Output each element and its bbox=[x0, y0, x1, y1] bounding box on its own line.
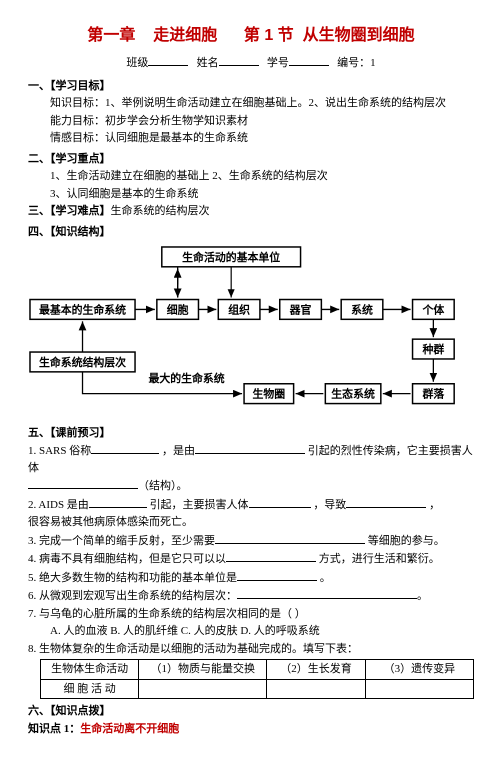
q2a: 2. AIDS 是由 bbox=[28, 499, 89, 511]
q1b: ，是由 bbox=[162, 445, 195, 457]
d-organ: 器官 bbox=[289, 302, 312, 316]
q2-blank2 bbox=[249, 496, 311, 508]
s6-h: 六、【知识点拨】 bbox=[28, 703, 474, 720]
sno-blank bbox=[289, 54, 329, 66]
serial-label: 编号： bbox=[337, 57, 370, 69]
section: 第 1 节 bbox=[244, 27, 294, 44]
kp-text: 生命活动离不开细胞 bbox=[80, 723, 179, 735]
q4b: 方式，进行生活和繁衍。 bbox=[319, 553, 440, 565]
d-bot-label: 最大的生命系统 bbox=[148, 371, 224, 385]
sno-label: 学号 bbox=[267, 57, 289, 69]
page-title: 第一章 走进细胞 第 1 节 从生物圈到细胞 bbox=[28, 24, 474, 48]
q6a: 6. 从微观到宏观写出生命系统的结构层次： bbox=[28, 590, 237, 602]
cell: 细 胞 活 动 bbox=[41, 679, 139, 699]
serial: 1 bbox=[370, 57, 376, 69]
q3-blank bbox=[215, 532, 365, 544]
q4a: 4. 病毒不具有细胞结构，但是它只可以以 bbox=[28, 553, 226, 565]
s4-h: 四、【知识结构】 bbox=[28, 224, 474, 241]
q7-opts: A. 人的血液 B. 人的肌纤维 C. 人的皮肤 D. 人的呼吸系统 bbox=[50, 623, 474, 640]
s1-l2: 能力目标：初步学会分析生物学知识素材 bbox=[50, 113, 474, 130]
d-tissue: 组织 bbox=[228, 302, 250, 316]
q1a: 1. SARS 俗称 bbox=[28, 445, 91, 457]
d-lb: 生命系统结构层次 bbox=[39, 355, 126, 369]
q1-blank1 bbox=[91, 442, 159, 454]
q3a: 3. 完成一个简单的缩手反射，至少需要 bbox=[28, 535, 215, 547]
d-lt: 最基本的生命系统 bbox=[39, 302, 126, 316]
q6-blank bbox=[237, 587, 417, 599]
info-line: 班级 姓名 学号 编号：1 bbox=[28, 54, 474, 72]
d-system: 系统 bbox=[351, 302, 373, 316]
d-eco: 生态系统 bbox=[331, 387, 375, 401]
q5: 5. 绝大多数生物的结构和功能的基本单位是 。 bbox=[28, 569, 474, 587]
q2-2: 很容易被其他病原体感染而死亡。 bbox=[28, 514, 474, 531]
s3-h: 三、【学习难点】 bbox=[28, 205, 111, 217]
s5-h: 五、【课前预习】 bbox=[28, 425, 474, 442]
q1: 1. SARS 俗称 ，是由 引起的烈性传染病，它主要损害人体 bbox=[28, 442, 474, 476]
s1-h: 一、【学习目标】 bbox=[28, 78, 474, 95]
q2-blank3 bbox=[346, 496, 426, 508]
s2-l2: 3、认同细胞是基本的生命系统 bbox=[50, 186, 474, 203]
q7: 7. 与乌龟的心脏所属的生命系统的结构层次相同的是（ ） bbox=[28, 606, 474, 623]
cell: 生物体生命活动 bbox=[41, 660, 139, 680]
q6: 6. 从微观到宏观写出生命系统的结构层次：。 bbox=[28, 587, 474, 605]
s3-line: 三、【学习难点】生命系统的结构层次 bbox=[28, 203, 474, 220]
kp-label: 知识点 1： bbox=[28, 723, 80, 735]
activity-table: 生物体生命活动 （1）物质与能量交换 （2）生长发育 （3）遗传变异 细 胞 活… bbox=[40, 659, 474, 699]
s1-l3: 情感目标：认同细胞是最基本的生命系统 bbox=[50, 130, 474, 147]
q2d: ， bbox=[429, 499, 440, 511]
table-row: 生物体生命活动 （1）物质与能量交换 （2）生长发育 （3）遗传变异 bbox=[41, 660, 474, 680]
d-indiv: 个体 bbox=[421, 302, 444, 316]
q3b: 等细胞的参与。 bbox=[368, 535, 445, 547]
cell bbox=[267, 679, 365, 699]
cell: （1）物质与能量交换 bbox=[139, 660, 267, 680]
d-cell: 细胞 bbox=[167, 302, 189, 316]
q4: 4. 病毒不具有细胞结构，但是它只可以以 方式，进行生活和繁衍。 bbox=[28, 550, 474, 568]
cell: （3）遗传变异 bbox=[365, 660, 473, 680]
d-pop: 种群 bbox=[421, 342, 444, 356]
d-bio: 生物圈 bbox=[252, 387, 285, 401]
kp-line: 知识点 1：生命活动离不开细胞 bbox=[28, 721, 474, 738]
d-top: 生命活动的基本单位 bbox=[182, 250, 280, 264]
s1-l1: 知识目标：1、举例说明生命活动建立在细胞基础上。2、说出生命系统的结构层次 bbox=[50, 95, 474, 112]
s3-body: 生命系统的结构层次 bbox=[111, 205, 210, 217]
q2: 2. AIDS 是由 引起，主要损害人体 ，导致 ， bbox=[28, 496, 474, 514]
knowledge-structure-diagram: 生命活动的基本单位 最基本的生命系统 生命系统结构层次 细胞 组织 器官 系统 … bbox=[28, 245, 474, 413]
q4-blank bbox=[226, 550, 316, 562]
q2b: 引起，主要损害人体 bbox=[150, 499, 249, 511]
d-comm: 群落 bbox=[421, 387, 445, 401]
name-blank bbox=[219, 54, 259, 66]
class-blank bbox=[148, 54, 188, 66]
q8: 8. 生物体复杂的生命活动是以细胞的活动为基础完成的。填写下表： bbox=[28, 641, 474, 658]
s2-h: 二、【学习重点】 bbox=[28, 151, 474, 168]
chapter: 第一章 bbox=[87, 27, 135, 44]
q1-blank2 bbox=[195, 442, 305, 454]
cell bbox=[139, 679, 267, 699]
q1-2: （结构）。 bbox=[28, 477, 474, 495]
q2-blank1 bbox=[89, 496, 147, 508]
q5-blank bbox=[237, 569, 317, 581]
q3: 3. 完成一个简单的缩手反射，至少需要 等细胞的参与。 bbox=[28, 532, 474, 550]
cell: （2）生长发育 bbox=[267, 660, 365, 680]
section-name: 从生物圈到细胞 bbox=[303, 27, 415, 44]
q1-blank3 bbox=[28, 477, 138, 489]
s2-l1: 1、生命活动建立在细胞的基础上 2、生命系统的结构层次 bbox=[50, 168, 474, 185]
table-row: 细 胞 活 动 bbox=[41, 679, 474, 699]
q5a: 5. 绝大多数生物的结构和功能的基本单位是 bbox=[28, 572, 237, 584]
q2c: ，导致 bbox=[313, 499, 346, 511]
q1d: （结构）。 bbox=[138, 480, 188, 492]
name-label: 姓名 bbox=[197, 57, 219, 69]
class-label: 班级 bbox=[126, 57, 148, 69]
chapter-name: 走进细胞 bbox=[153, 27, 217, 44]
q5b: 。 bbox=[320, 572, 331, 584]
cell bbox=[365, 679, 473, 699]
